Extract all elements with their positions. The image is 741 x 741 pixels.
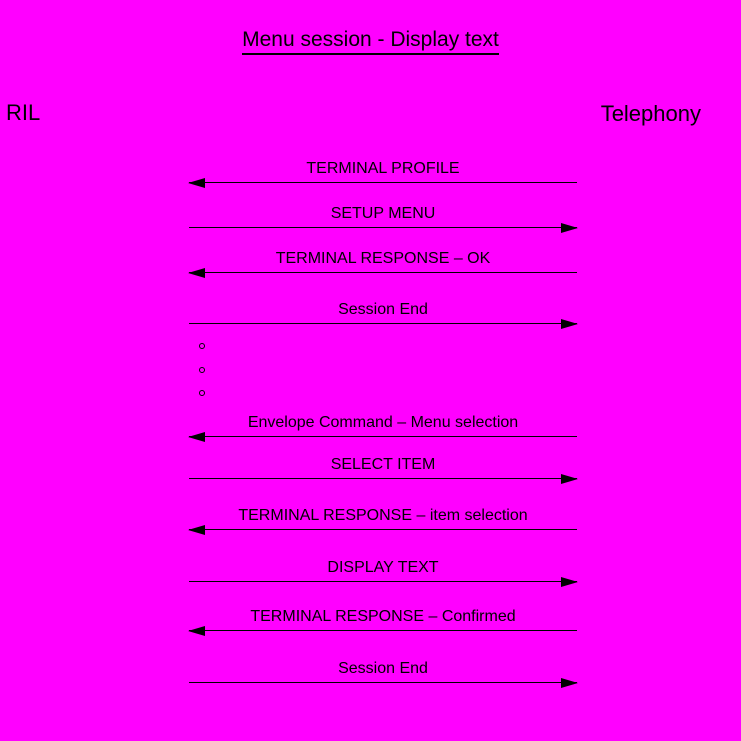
ellipsis-dot xyxy=(199,390,205,396)
ellipsis-dot xyxy=(199,343,205,349)
message-label: Envelope Command – Menu selection xyxy=(247,414,519,431)
arrow-right-icon xyxy=(561,222,578,233)
arrow-left-icon xyxy=(188,524,205,535)
message-line xyxy=(188,177,577,188)
message-line xyxy=(188,431,577,442)
diagram-title-text: Menu session - Display text xyxy=(242,28,499,55)
arrow-left-icon xyxy=(188,431,205,442)
message-line xyxy=(189,222,578,233)
actor-label-telephony: Telephony xyxy=(600,101,701,126)
message-line xyxy=(189,318,578,329)
ellipsis-dot xyxy=(199,367,205,373)
diagram-title: Menu session - Display text xyxy=(0,28,741,55)
message-line xyxy=(188,267,577,278)
message-line xyxy=(189,473,578,484)
arrow-right-icon xyxy=(561,677,578,688)
message-label: DISPLAY TEXT xyxy=(327,559,439,576)
message-label: TERMINAL RESPONSE – OK xyxy=(275,250,491,267)
arrow-right-icon xyxy=(561,576,578,587)
arrow-left-icon xyxy=(188,177,205,188)
message-label: TERMINAL PROFILE xyxy=(306,160,460,177)
message-label: SELECT ITEM xyxy=(330,456,436,473)
arrow-left-icon xyxy=(188,625,205,636)
message-line xyxy=(189,677,578,688)
message-label: Session End xyxy=(338,301,428,318)
message-label: SETUP MENU xyxy=(330,205,436,222)
vertical-ellipsis-icon xyxy=(199,343,209,399)
arrow-right-icon xyxy=(561,473,578,484)
message-label: TERMINAL RESPONSE – Confirmed xyxy=(250,608,516,625)
arrow-left-icon xyxy=(188,267,205,278)
message-line xyxy=(188,625,577,636)
message-label: TERMINAL RESPONSE – item selection xyxy=(238,507,528,524)
actor-label-ril: RIL xyxy=(6,100,41,125)
message-line xyxy=(189,576,578,587)
message-line xyxy=(188,524,577,535)
message-label: Session End xyxy=(338,660,428,677)
arrow-right-icon xyxy=(561,318,578,329)
